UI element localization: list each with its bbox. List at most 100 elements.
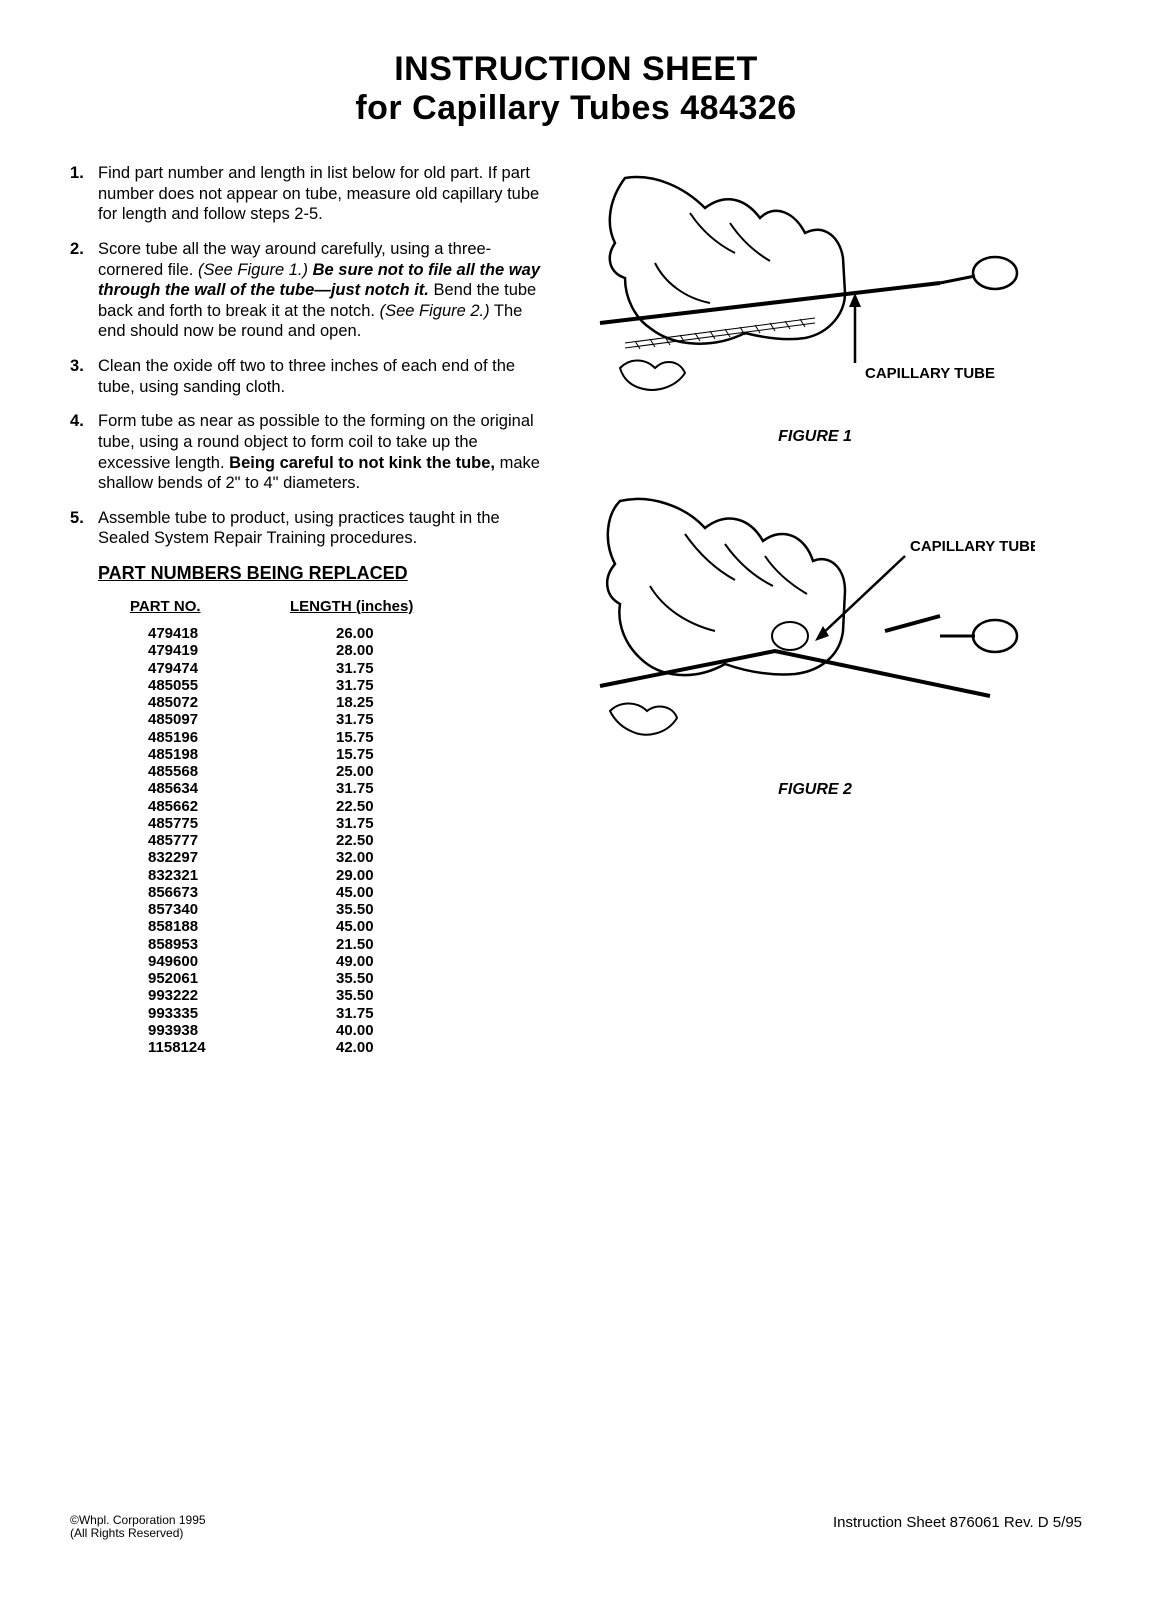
table-row: 48509731.75 — [130, 711, 540, 728]
cell-part-no: 856673 — [130, 884, 308, 901]
cell-length: 25.00 — [308, 763, 496, 780]
table-row: 85818845.00 — [130, 918, 540, 935]
cell-part-no: 949600 — [130, 953, 308, 970]
right-column: CAPILLARY TUBE FIGURE 1 — [580, 163, 1050, 1056]
cell-length: 22.50 — [308, 832, 496, 849]
cell-part-no: 858188 — [130, 918, 308, 935]
content-columns: Find part number and length in list belo… — [70, 163, 1082, 1056]
title-block: INSTRUCTION SHEET for Capillary Tubes 48… — [70, 50, 1082, 128]
table-row: 83232129.00 — [130, 867, 540, 884]
figure-1: CAPILLARY TUBE FIGURE 1 — [580, 163, 1050, 446]
cell-length: 35.50 — [308, 987, 496, 1004]
cell-length: 40.00 — [308, 1022, 496, 1039]
parts-table: PART NO. LENGTH (inches) 47941826.004794… — [130, 598, 540, 1056]
table-row: 115812442.00 — [130, 1039, 540, 1056]
cell-length: 26.00 — [308, 625, 496, 642]
cell-part-no: 479419 — [130, 642, 308, 659]
figure-2-label: CAPILLARY TUBE — [910, 538, 1035, 555]
cell-part-no: 485198 — [130, 746, 308, 763]
cell-part-no: 952061 — [130, 970, 308, 987]
cell-part-no: 858953 — [130, 936, 308, 953]
cell-length: 35.50 — [308, 970, 496, 987]
cell-part-no: 479474 — [130, 660, 308, 677]
cell-part-no: 479418 — [130, 625, 308, 642]
figure-2: CAPILLARY TUBE FIGURE 2 — [580, 486, 1050, 799]
cell-length: 22.50 — [308, 798, 496, 815]
table-row: 99322235.50 — [130, 987, 540, 1004]
cell-part-no: 993938 — [130, 1022, 308, 1039]
footer: ©Whpl. Corporation 1995 (All Rights Rese… — [70, 1514, 1082, 1540]
cell-part-no: 1158124 — [130, 1039, 308, 1056]
cell-part-no: 993222 — [130, 987, 308, 1004]
table-row: 94960049.00 — [130, 953, 540, 970]
instruction-step: Score tube all the way around carefully,… — [70, 239, 540, 342]
table-row: 95206135.50 — [130, 970, 540, 987]
cell-length: 49.00 — [308, 953, 496, 970]
parts-table-header: PART NO. LENGTH (inches) — [130, 598, 540, 615]
table-row: 48563431.75 — [130, 780, 540, 797]
table-row: 85667345.00 — [130, 884, 540, 901]
cell-part-no: 485775 — [130, 815, 308, 832]
table-row: 48519615.75 — [130, 729, 540, 746]
step-text: Assemble tube to product, using practice… — [98, 509, 500, 548]
cell-part-no: 485568 — [130, 763, 308, 780]
cell-part-no: 832321 — [130, 867, 308, 884]
figure-1-label: CAPILLARY TUBE — [865, 365, 995, 382]
table-row: 99333531.75 — [130, 1005, 540, 1022]
table-row: 48577531.75 — [130, 815, 540, 832]
cell-part-no: 485072 — [130, 694, 308, 711]
cell-length: 15.75 — [308, 746, 496, 763]
cell-length: 32.00 — [308, 849, 496, 866]
step-text: Clean the oxide off two to three inches … — [98, 357, 515, 396]
table-row: 85734035.50 — [130, 901, 540, 918]
cell-length: 29.00 — [308, 867, 496, 884]
cell-length: 21.50 — [308, 936, 496, 953]
step-text: Being careful to not kink the tube, — [229, 454, 495, 472]
table-row: 48577722.50 — [130, 832, 540, 849]
cell-length: 31.75 — [308, 711, 496, 728]
table-row: 48556825.00 — [130, 763, 540, 780]
cell-length: 18.25 — [308, 694, 496, 711]
cell-length: 42.00 — [308, 1039, 496, 1056]
cell-length: 28.00 — [308, 642, 496, 659]
table-row: 48505531.75 — [130, 677, 540, 694]
table-row: 48519815.75 — [130, 746, 540, 763]
footer-left: ©Whpl. Corporation 1995 (All Rights Rese… — [70, 1514, 206, 1540]
table-row: 99393840.00 — [130, 1022, 540, 1039]
title-line2: for Capillary Tubes 484326 — [70, 89, 1082, 128]
page: INSTRUCTION SHEET for Capillary Tubes 48… — [0, 0, 1152, 1600]
cell-part-no: 832297 — [130, 849, 308, 866]
step-text: (See Figure 2.) — [380, 302, 490, 320]
cell-part-no: 485196 — [130, 729, 308, 746]
cell-part-no: 485097 — [130, 711, 308, 728]
cell-length: 15.75 — [308, 729, 496, 746]
cell-part-no: 485777 — [130, 832, 308, 849]
step-text: Find part number and length in list belo… — [98, 164, 539, 223]
figure-1-illustration: CAPILLARY TUBE — [595, 163, 1035, 413]
cell-part-no: 485634 — [130, 780, 308, 797]
cell-length: 31.75 — [308, 677, 496, 694]
instruction-steps: Find part number and length in list belo… — [70, 163, 540, 549]
cell-length: 45.00 — [308, 884, 496, 901]
cell-length: 45.00 — [308, 918, 496, 935]
parts-table-body: 47941826.0047941928.0047947431.754850553… — [130, 625, 540, 1056]
table-row: 47941826.00 — [130, 625, 540, 642]
left-column: Find part number and length in list belo… — [70, 163, 540, 1056]
cell-part-no: 485055 — [130, 677, 308, 694]
table-row: 47941928.00 — [130, 642, 540, 659]
copyright-line1: ©Whpl. Corporation 1995 — [70, 1514, 206, 1527]
title-line1: INSTRUCTION SHEET — [70, 50, 1082, 89]
instruction-step: Find part number and length in list belo… — [70, 163, 540, 225]
instruction-step: Form tube as near as possible to the for… — [70, 411, 540, 494]
parts-heading: PART NUMBERS BEING REPLACED — [98, 563, 540, 584]
table-row: 48507218.25 — [130, 694, 540, 711]
table-row: 47947431.75 — [130, 660, 540, 677]
cell-length: 31.75 — [308, 815, 496, 832]
cell-length: 31.75 — [308, 660, 496, 677]
cell-part-no: 857340 — [130, 901, 308, 918]
cell-part-no: 485662 — [130, 798, 308, 815]
figure-2-illustration: CAPILLARY TUBE — [595, 486, 1035, 766]
cell-part-no: 993335 — [130, 1005, 308, 1022]
col-part-no: PART NO. — [130, 598, 290, 615]
table-row: 48566222.50 — [130, 798, 540, 815]
